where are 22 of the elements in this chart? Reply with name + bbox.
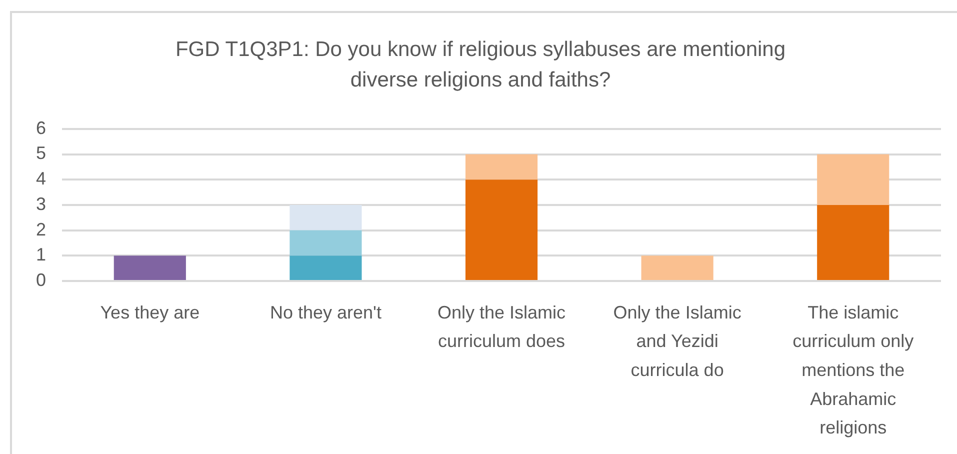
bar (641, 256, 714, 280)
y-tick-label: 0 (36, 270, 46, 290)
bar (290, 204, 362, 230)
bar (817, 204, 890, 280)
chart-title: FGD T1Q3P1: Do you know if religious syllabuses are mentioning diverse religions and faiths? (175, 38, 786, 92)
y-tick-label: 5 (36, 143, 46, 164)
x-tick-label: The islamic curriculum only mentions the Abrahamic religions (792, 302, 914, 438)
bar (290, 230, 362, 256)
y-tick-label: 6 (36, 118, 46, 138)
bar (465, 180, 538, 280)
bar (465, 154, 538, 180)
bar (290, 256, 362, 280)
y-tick-label: 2 (36, 219, 46, 240)
x-tick-label: No they aren't (270, 302, 382, 322)
bar (114, 256, 186, 280)
x-tick-label: Only the Islamic curriculum does (437, 302, 566, 352)
y-tick-label: 4 (36, 168, 46, 189)
x-tick-label: Yes they are (100, 302, 200, 322)
x-tick-label: Only the Islamic and Yezidi curricula do (613, 302, 742, 380)
y-tick-label: 3 (36, 194, 46, 214)
bar (817, 154, 890, 205)
y-tick-label: 1 (36, 244, 46, 265)
